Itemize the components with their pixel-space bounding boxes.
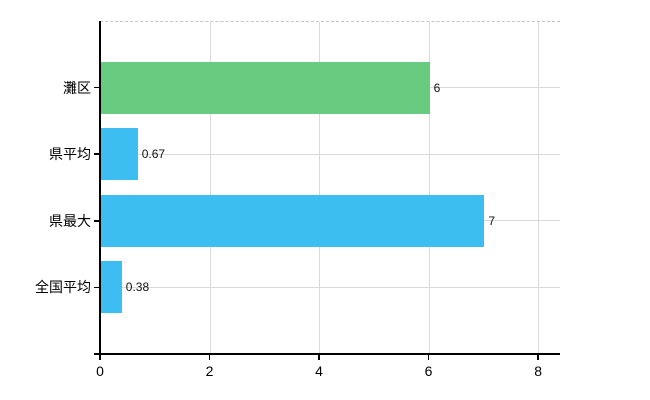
y-tick-mark	[94, 86, 100, 89]
x-tick-label: 8	[534, 363, 542, 379]
y-axis-line	[99, 20, 101, 355]
category-label: 県最大	[49, 212, 91, 229]
x-gridline	[538, 22, 540, 354]
x-tick-label: 4	[315, 363, 323, 379]
category-label: 県平均	[49, 146, 91, 163]
value-label: 0.38	[125, 280, 150, 295]
category-label: 全国平均	[35, 279, 91, 296]
x-tick-label: 2	[205, 363, 214, 379]
x-tick-mark	[99, 354, 101, 360]
y-tick-mark	[94, 153, 100, 155]
bar	[101, 261, 122, 314]
y-gridline	[101, 153, 560, 155]
bar	[101, 194, 485, 247]
x-tick-mark	[208, 354, 211, 360]
y-tick-mark	[94, 220, 100, 222]
plot-top-border	[100, 21, 560, 22]
y-tick-mark	[94, 286, 100, 289]
x-tick-mark	[537, 354, 539, 360]
x-gridline	[209, 22, 211, 354]
x-tick-label: 0	[96, 363, 104, 379]
x-tick-mark	[318, 354, 320, 360]
category-label: 灘区	[63, 79, 91, 96]
value-label: 7	[488, 213, 496, 228]
value-label: 0.67	[141, 147, 166, 162]
x-gridline	[319, 22, 321, 354]
value-label: 6	[433, 80, 441, 95]
y-gridline	[101, 286, 560, 288]
x-axis-line	[94, 353, 560, 355]
x-tick-label: 6	[424, 363, 433, 379]
bar	[101, 128, 138, 181]
x-gridline	[428, 22, 430, 354]
bar	[101, 61, 430, 114]
x-tick-mark	[427, 354, 430, 360]
